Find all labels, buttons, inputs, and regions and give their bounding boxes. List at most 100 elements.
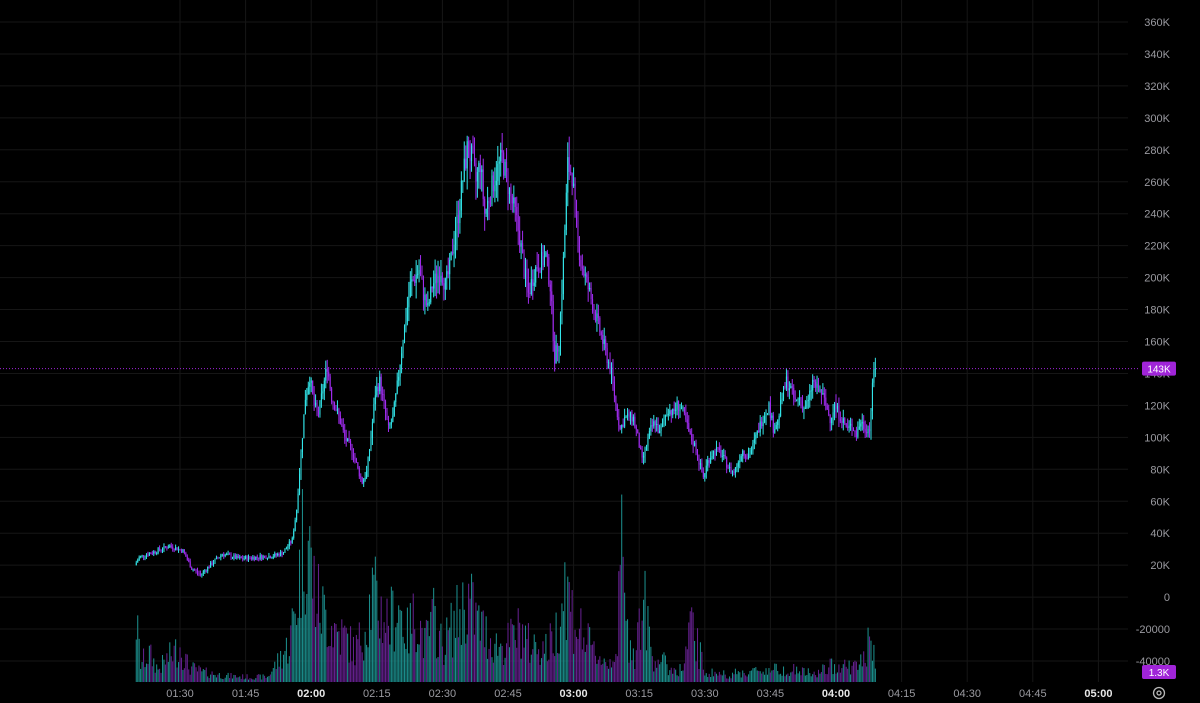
candle-body [648, 431, 650, 439]
volume-bar [801, 667, 803, 682]
candle-body [799, 398, 801, 400]
candle-body [707, 460, 709, 466]
candle-body [396, 380, 398, 394]
candle-body [138, 556, 140, 561]
candle-body [205, 570, 207, 572]
candle-body [144, 556, 146, 558]
volume-bar [230, 673, 232, 682]
volume-bar [516, 647, 518, 682]
volume-bar [643, 599, 645, 682]
candle-body [315, 402, 317, 406]
candle-body [819, 389, 821, 392]
volume-bar [815, 675, 817, 682]
volume-bar [249, 678, 251, 682]
candle-body [402, 342, 404, 354]
volume-bar [482, 610, 484, 682]
volume-bar [775, 663, 777, 682]
candle-body [437, 275, 439, 283]
volume-bar [781, 675, 783, 682]
candle-body [634, 416, 636, 427]
volume-bar [498, 646, 500, 682]
volume-bar [412, 593, 414, 682]
volume-bar [141, 662, 143, 682]
candle-body [210, 562, 212, 568]
candle-body [850, 423, 852, 426]
candle-body [861, 421, 863, 424]
candle-body [555, 345, 557, 364]
volume-bar [635, 650, 637, 682]
volume-bar [245, 678, 247, 682]
candle-body [316, 402, 318, 409]
volume-bar [231, 678, 234, 682]
volume-bar [689, 611, 691, 682]
candle-body [727, 467, 729, 469]
candle-body [288, 541, 290, 547]
volume-bar [737, 671, 739, 682]
candle-body [151, 553, 153, 555]
volume-bar [522, 624, 524, 682]
volume-bar [559, 626, 562, 682]
volume-bar [180, 657, 182, 682]
volume-bar [501, 645, 503, 682]
settings-gear-icon[interactable] [1152, 686, 1166, 700]
volume-bar [401, 610, 403, 682]
candle-body [867, 428, 869, 434]
volume-bar [796, 666, 798, 682]
volume-badge: 1.3K [1142, 665, 1176, 679]
volume-bar [612, 661, 614, 682]
candle-body [793, 387, 795, 398]
volume-bar [500, 643, 502, 682]
candle-body [469, 157, 471, 162]
volume-bar [398, 605, 400, 682]
volume-bar [694, 640, 696, 682]
candle-body [357, 462, 359, 469]
volume-bar [543, 653, 545, 682]
candle-body [628, 413, 630, 418]
candle-body [536, 267, 538, 269]
y-tick-label: 0 [1164, 592, 1170, 604]
volume-bar [393, 651, 395, 682]
candle-body [721, 455, 723, 457]
candle-body [231, 557, 234, 559]
candle-body [574, 183, 576, 200]
candle-body [828, 409, 830, 415]
volume-bar [606, 665, 608, 682]
volume-bar [503, 665, 505, 682]
candle-body [699, 463, 701, 465]
volume-bar [282, 654, 285, 682]
volume-bar [852, 662, 855, 682]
volume-bar [823, 665, 825, 682]
candle-body [360, 476, 362, 478]
volume-bar [491, 657, 493, 682]
candle-body [352, 454, 355, 457]
candle-body [782, 386, 785, 399]
volume-bar [718, 671, 720, 682]
x-tick-label: 02:30 [429, 688, 457, 700]
candle-body [239, 557, 241, 559]
volume-bar [826, 674, 828, 682]
candle-body [358, 468, 360, 477]
candle-body [264, 556, 266, 558]
volume-bar [306, 593, 308, 682]
candle-body [683, 407, 685, 413]
volume-bar [705, 673, 707, 682]
candle-body [166, 547, 168, 549]
candle-body [355, 458, 357, 463]
candle-body [756, 430, 758, 435]
candle-body [612, 367, 614, 382]
volume-bar [138, 638, 140, 682]
volume-bar [663, 652, 665, 682]
volume-bar [736, 674, 738, 682]
volume-bar [807, 668, 809, 682]
candle-body [858, 426, 860, 429]
volume-bar [654, 661, 656, 682]
volume-bar [520, 658, 522, 682]
volume-bar [857, 669, 859, 682]
volume-bar [538, 649, 540, 682]
candle-body [463, 158, 465, 181]
candle-body [842, 418, 844, 423]
candle-body [815, 381, 817, 388]
volume-bar [252, 679, 254, 682]
volume-bar [341, 619, 343, 682]
volume-bar [838, 664, 840, 682]
